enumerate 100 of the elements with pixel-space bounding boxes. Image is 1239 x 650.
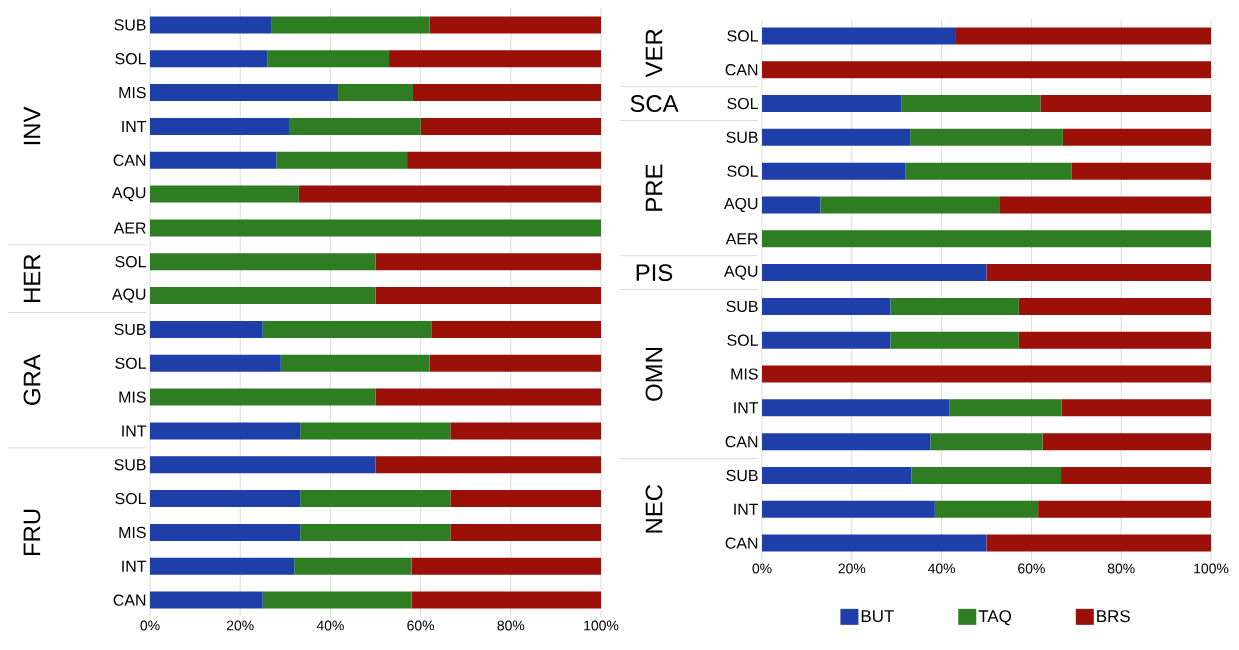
bar bbox=[375, 388, 601, 406]
bar bbox=[762, 399, 950, 417]
bar bbox=[934, 500, 1039, 518]
y-tick-label: AQU bbox=[723, 197, 758, 213]
bar bbox=[298, 185, 601, 203]
y-tick-label: SOL bbox=[727, 334, 758, 346]
y-tick-label: AER bbox=[725, 233, 758, 245]
y-tick-label: AQU bbox=[723, 265, 758, 280]
bar bbox=[411, 591, 601, 609]
bar bbox=[762, 534, 987, 552]
y-tick-label: AQU bbox=[111, 187, 146, 202]
bar bbox=[375, 456, 601, 474]
text: INV bbox=[23, 106, 41, 145]
bar bbox=[300, 523, 451, 541]
bar bbox=[431, 320, 601, 338]
bar bbox=[762, 196, 821, 214]
bar bbox=[411, 557, 601, 575]
text: NEC bbox=[645, 484, 663, 533]
bar bbox=[762, 500, 935, 518]
bar bbox=[338, 84, 413, 102]
bar bbox=[762, 331, 891, 349]
bar bbox=[820, 196, 1000, 214]
bar bbox=[150, 151, 277, 169]
bar bbox=[1040, 95, 1212, 113]
y-tick-label: AQU bbox=[111, 288, 146, 303]
bar bbox=[890, 331, 1019, 349]
text: OMN bbox=[645, 348, 663, 401]
bar bbox=[375, 253, 601, 271]
text: SCA bbox=[630, 95, 679, 113]
bar bbox=[450, 422, 601, 440]
bar bbox=[150, 523, 301, 541]
bar bbox=[901, 95, 1041, 113]
bar bbox=[267, 50, 390, 68]
y-tick-label: SOL bbox=[727, 97, 758, 110]
bar bbox=[910, 128, 1063, 146]
y-tick-label: SUB bbox=[114, 459, 146, 471]
bar bbox=[450, 490, 601, 508]
bar bbox=[262, 320, 432, 338]
bar bbox=[150, 422, 301, 440]
bar bbox=[762, 61, 1212, 79]
bar bbox=[420, 117, 601, 135]
bar bbox=[762, 297, 891, 315]
text: GRA bbox=[23, 354, 41, 405]
y-tick-label: CAN bbox=[725, 537, 758, 549]
y-tick-label: SUB bbox=[726, 469, 758, 482]
x-tick-label: 100% bbox=[584, 620, 619, 631]
y-tick-label: INT bbox=[734, 503, 759, 515]
bar bbox=[1062, 128, 1212, 146]
bar bbox=[289, 117, 421, 135]
bar bbox=[412, 84, 601, 102]
bar bbox=[999, 196, 1212, 214]
bar bbox=[150, 16, 272, 34]
y-tick-label: MIS bbox=[119, 526, 146, 539]
bar bbox=[949, 399, 1062, 417]
bar bbox=[762, 27, 956, 45]
x-tick-label: 0% bbox=[752, 563, 772, 574]
bar bbox=[762, 128, 911, 146]
x-tick-label: 60% bbox=[407, 620, 435, 631]
bar bbox=[450, 523, 601, 541]
x-tick-label: 100% bbox=[1194, 563, 1229, 574]
y-tick-label: SUB bbox=[726, 131, 758, 143]
bar bbox=[150, 557, 295, 575]
bar bbox=[150, 591, 263, 609]
bar bbox=[1061, 399, 1212, 417]
bar bbox=[271, 16, 430, 34]
bar bbox=[150, 287, 376, 305]
y-tick-label: CAN bbox=[725, 436, 758, 448]
bar bbox=[300, 422, 451, 440]
bar bbox=[762, 466, 912, 484]
bar bbox=[276, 151, 408, 169]
bar bbox=[389, 50, 601, 68]
x-tick-label: 20% bbox=[226, 620, 254, 631]
x-tick-label: 20% bbox=[838, 563, 866, 574]
bar bbox=[150, 490, 301, 508]
bar bbox=[1018, 297, 1212, 315]
text: VER bbox=[645, 29, 663, 78]
y-tick-label: MIS bbox=[731, 368, 758, 380]
bar bbox=[150, 354, 281, 372]
bar bbox=[762, 264, 987, 282]
bar bbox=[150, 219, 601, 237]
bar bbox=[150, 117, 290, 135]
bar bbox=[429, 354, 601, 372]
y-tick-label: AER bbox=[113, 222, 146, 234]
y-tick-label: SUB bbox=[114, 19, 146, 31]
bar bbox=[986, 534, 1212, 552]
bar bbox=[280, 354, 430, 372]
y-tick-label: MIS bbox=[119, 391, 146, 403]
y-tick-label: SOL bbox=[727, 165, 758, 177]
bar bbox=[150, 50, 268, 68]
y-tick-label: INT bbox=[122, 425, 147, 437]
y-tick-label: CAN bbox=[113, 154, 146, 166]
text: FRU bbox=[23, 509, 41, 556]
bar bbox=[429, 16, 601, 34]
legend-label: TAQ bbox=[978, 610, 1011, 626]
bar bbox=[905, 162, 1072, 180]
bar bbox=[150, 320, 263, 338]
y-tick-label: INT bbox=[122, 120, 147, 132]
bar bbox=[762, 433, 931, 451]
legend-label: BRS bbox=[1097, 610, 1130, 623]
bar bbox=[1042, 433, 1212, 451]
